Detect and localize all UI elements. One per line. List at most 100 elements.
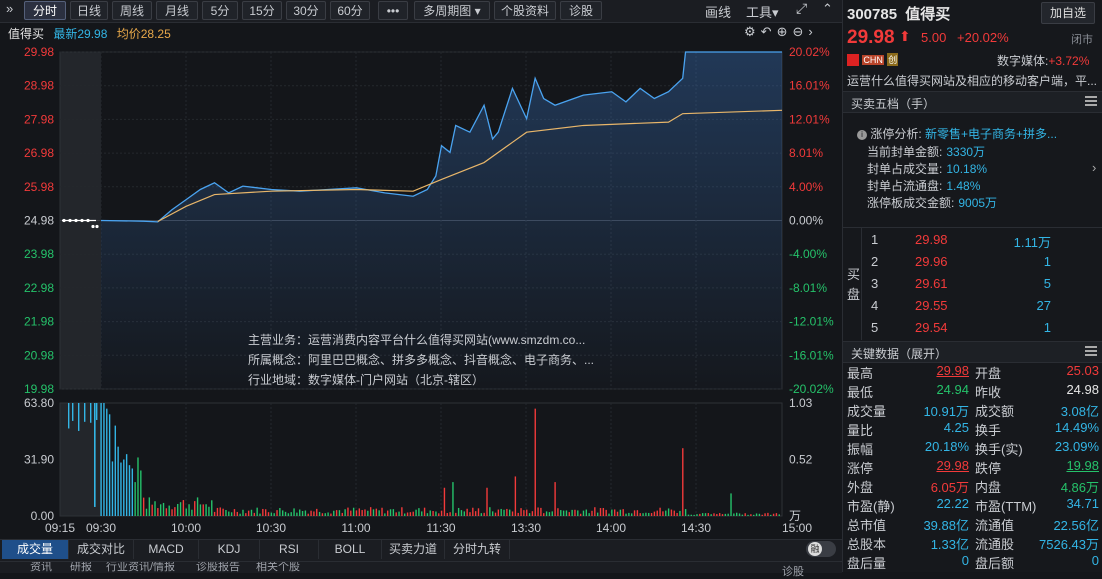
volume-bar [131, 468, 134, 516]
volume-bar [432, 511, 434, 516]
volume-bar [557, 508, 559, 516]
volume-bar [358, 508, 361, 516]
indicator-tab-4[interactable]: KDJ [199, 540, 260, 559]
x-tick-label: 13:30 [511, 521, 541, 535]
bottom-tab-5[interactable]: 相关个股 [256, 562, 300, 573]
diagnose-button[interactable]: 诊股 [560, 1, 602, 20]
bid-price: 29.61 [915, 276, 948, 291]
x-tick-label: 10:00 [171, 521, 201, 535]
indicator-tab-5[interactable]: RSI [260, 540, 319, 559]
volume-bar [710, 514, 712, 516]
volume-bar [106, 408, 108, 516]
chevron-up-icon[interactable]: ⌃ [822, 1, 833, 16]
zoom-out-icon[interactable]: ⊖ [792, 24, 809, 39]
volume-bar [327, 512, 329, 516]
settings-icon[interactable]: ⚙ [744, 24, 761, 39]
keydata-value: 4.86万 [1060, 480, 1099, 495]
volume-bar [543, 513, 545, 516]
tools-label: 工具 [746, 5, 773, 20]
tab-5min[interactable]: 5分 [202, 1, 238, 20]
volume-bar [307, 513, 309, 516]
menu-icon[interactable] [1085, 96, 1097, 106]
keydata-value: 24.94 [936, 382, 969, 397]
indicator-tab-7[interactable]: 买卖力道 [382, 540, 445, 559]
volume-bar [562, 510, 565, 516]
volume-bar [415, 509, 417, 516]
latest-price-label: 最新29.98 [53, 27, 108, 41]
volume-bar [460, 510, 463, 516]
tab-fenshi[interactable]: 分时 [24, 1, 66, 20]
volume-bar [282, 510, 284, 516]
volume-bar [395, 512, 397, 516]
tab-15min[interactable]: 15分 [242, 1, 282, 20]
fullscreen-icon[interactable]: ⤢ [796, 0, 808, 16]
draw-line-button[interactable]: 画线 [705, 5, 732, 20]
sector-change[interactable]: 数字媒体:+3.72% [997, 52, 1089, 69]
volume-bar [409, 512, 412, 516]
volume-bar [228, 511, 230, 516]
indicator-tab-3[interactable]: MACD [134, 540, 199, 559]
volume-bar [324, 513, 326, 516]
volume-bar [545, 511, 548, 516]
volume-bar [72, 403, 74, 421]
volume-bar [455, 512, 457, 516]
volume-bar [230, 512, 233, 516]
volume-bar [423, 507, 426, 516]
chevron-down-icon: ▾ [772, 5, 779, 20]
chevron-right-icon[interactable]: › [1092, 160, 1097, 175]
keydata-value: 4.25 [943, 420, 969, 435]
bottom-diagnose-button[interactable]: 诊股 [782, 566, 804, 578]
indicator-tab-2[interactable]: 成交对比 [69, 540, 134, 559]
tab-daily[interactable]: 日线 [70, 1, 108, 20]
bid-price: 29.98 [915, 232, 948, 247]
volume-bar [120, 462, 122, 516]
volume-bar [727, 513, 729, 516]
zoom-in-icon[interactable]: ⊕ [776, 24, 793, 39]
company-desc[interactable]: 运营什么值得买网站及相应的移动客户端，平... [847, 74, 1098, 88]
volume-bar [438, 513, 440, 516]
limit-analysis-label: 涨停分析: [870, 127, 922, 141]
volume-bar [404, 513, 406, 516]
multi-period-dropdown[interactable]: 多周期图 ▾ [414, 1, 490, 20]
indicator-tab-6[interactable]: BOLL [319, 540, 382, 559]
undo-icon[interactable]: ↶ [760, 24, 777, 39]
bottom-tab-4[interactable]: 诊股报告 [196, 562, 240, 573]
indicator-tab-1[interactable]: 成交量 [2, 540, 69, 559]
toggle-switch[interactable]: 融 [806, 541, 836, 557]
next-icon[interactable]: › [808, 24, 818, 39]
y-tick-label: 21.98 [24, 315, 54, 329]
volume-bar [540, 507, 542, 516]
stock-profile-button[interactable]: 个股资料 [494, 1, 556, 20]
intraday-chart[interactable]: 29.98 20.02% 28.98 16.01% 27.98 12.01% 26.98 8.… [0, 40, 842, 540]
tab-monthly[interactable]: 月线 [156, 1, 198, 20]
volume-bar [182, 500, 185, 516]
volume-bar [503, 509, 505, 516]
volume-bar [528, 513, 531, 516]
tab-weekly[interactable]: 周线 [112, 1, 152, 20]
x-tick-label: 09:30 [86, 521, 116, 535]
volume-bar [696, 514, 698, 516]
keydata-value: 24.98 [1066, 382, 1099, 397]
volume-bar [165, 508, 168, 516]
volume-bar [730, 493, 732, 516]
bottom-tab-3[interactable]: 行业资讯/情报 [106, 562, 176, 573]
volume-bar [372, 509, 375, 516]
y-pct-tick-label: -20.02% [789, 382, 834, 396]
bid-volume: 5 [1043, 276, 1051, 291]
volume-bar [279, 508, 281, 516]
bottom-tab-1[interactable]: 资讯 [30, 562, 52, 573]
volume-bar [367, 510, 369, 516]
collapse-icon[interactable]: » [6, 1, 14, 16]
menu-icon[interactable] [1085, 346, 1097, 356]
volume-bar [108, 414, 111, 516]
add-watchlist-button[interactable]: 加自选 [1041, 2, 1095, 24]
keydata-header[interactable]: 关键数据（展开） [843, 341, 1102, 363]
tab-30min[interactable]: 30分 [286, 1, 326, 20]
more-periods-button[interactable]: ••• [378, 1, 408, 20]
price-change: 5.00 [921, 30, 947, 45]
tools-dropdown[interactable]: 工具▾ [746, 2, 779, 21]
indicator-tab-8[interactable]: 分时九转 [445, 540, 510, 559]
tab-60min[interactable]: 60分 [330, 1, 370, 20]
volume-bar [639, 513, 641, 516]
bottom-tab-2[interactable]: 研报 [70, 562, 92, 573]
